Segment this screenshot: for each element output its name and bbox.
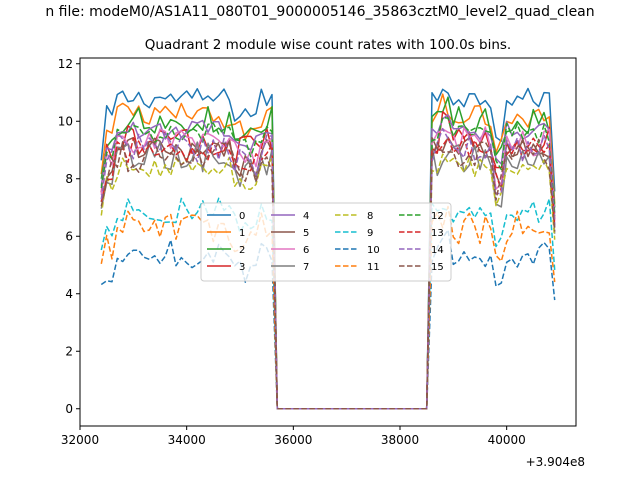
legend-label: 9 [367,228,373,239]
y-tick-label: 8 [65,172,73,186]
series-line-0 [100,87,556,410]
legend-label: 4 [303,211,309,222]
legend-label: 5 [303,228,309,239]
x-tick-label: 38000 [381,433,419,447]
legend-label: 6 [303,245,309,256]
legend-label: 13 [431,228,444,239]
y-tick-label: 2 [65,344,73,358]
y-tick-label: 4 [65,287,73,301]
series-line-15 [100,138,556,410]
series-line-1 [100,93,556,410]
legend-label: 8 [367,211,373,222]
legend-label: 7 [303,262,309,273]
y-axis: 0 2 4 6 8 10 12 [58,57,80,416]
legend-label: 12 [431,211,444,222]
y-tick-label: 12 [58,57,73,71]
series-line-2 [100,96,556,410]
legend-label: 10 [367,245,380,256]
series-line-8 [100,153,556,410]
x-axis: 32000 34000 36000 38000 40000 [61,426,526,447]
series-line-9 [100,197,556,410]
legend-box [200,202,452,282]
x-tick-label: 34000 [168,433,206,447]
y-tick-label: 10 [58,114,73,128]
legend-label: 1 [239,228,245,239]
x-tick-label: 40000 [488,433,526,447]
y-tick-label: 0 [65,402,73,416]
series-lines [100,87,556,410]
chart-title: Quadrant 2 module wise count rates with … [145,37,511,53]
y-tick-label: 6 [65,229,73,243]
series-line-12 [100,116,556,410]
x-tick-label: 32000 [61,433,99,447]
legend-label: 3 [239,262,245,273]
legend-label: 14 [431,245,444,256]
legend-label: 2 [239,245,245,256]
x-axis-offset-label: +3.904e8 [526,455,585,469]
figure-suptitle: n file: modeM0/AS1A11_080T01_9000005146_… [45,4,594,20]
x-tick-label: 36000 [274,433,312,447]
plot-frame [79,57,577,427]
legend-label: 15 [431,262,444,273]
series-line-14 [100,127,556,410]
legend-label: 0 [239,211,245,222]
legend-label: 11 [367,262,380,273]
